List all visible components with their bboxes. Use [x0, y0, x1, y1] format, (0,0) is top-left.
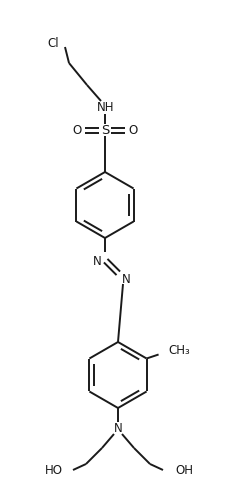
- Text: NH: NH: [97, 101, 115, 114]
- Text: CH₃: CH₃: [169, 344, 190, 357]
- Text: O: O: [72, 124, 82, 136]
- Text: O: O: [128, 124, 138, 136]
- Text: N: N: [114, 421, 122, 434]
- Text: N: N: [93, 254, 101, 267]
- Text: N: N: [122, 272, 130, 285]
- Text: S: S: [101, 124, 109, 136]
- Text: Cl: Cl: [47, 36, 59, 49]
- Text: HO: HO: [45, 464, 63, 477]
- Text: OH: OH: [175, 464, 193, 477]
